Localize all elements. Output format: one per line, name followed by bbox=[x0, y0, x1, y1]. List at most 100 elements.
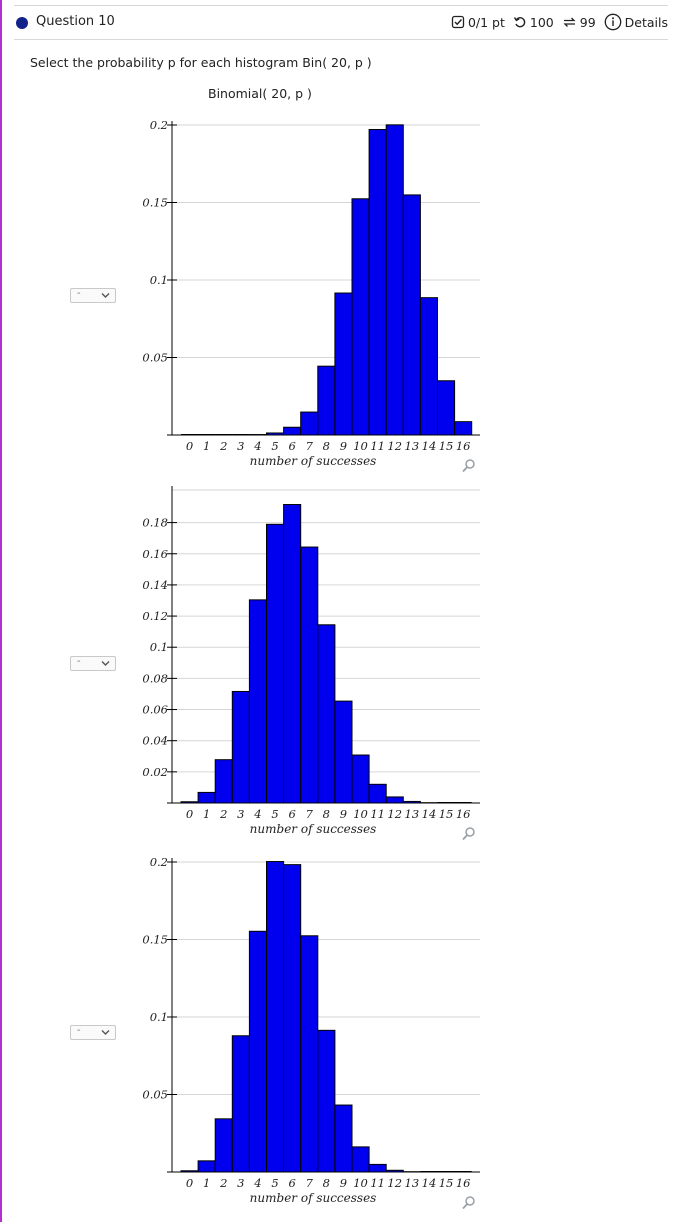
x-tick-label: 16 bbox=[456, 1176, 471, 1190]
x-tick-label: 0 bbox=[186, 807, 193, 821]
x-tick-label: 1 bbox=[203, 807, 210, 821]
x-tick-label: 11 bbox=[370, 807, 385, 821]
histogram-bar bbox=[351, 1146, 370, 1173]
x-tick-label: 7 bbox=[306, 1176, 314, 1190]
histogram-2: 0.020.040.060.080.10.120.140.160.180 1 2 3 4… bbox=[142, 486, 480, 841]
histogram-bar bbox=[283, 864, 302, 1173]
x-tick-label: 1 bbox=[203, 439, 210, 453]
probability-select-2[interactable]: - bbox=[70, 656, 116, 671]
x-tick-label: 3 bbox=[237, 1176, 244, 1190]
y-tick-label: 0.2 bbox=[150, 855, 168, 869]
x-tick-label: 14 bbox=[422, 807, 437, 821]
details-label: Details bbox=[624, 14, 668, 30]
attempts-group: 99 bbox=[562, 15, 596, 30]
retry-icon bbox=[513, 17, 526, 28]
y-tick-label: 0.2 bbox=[150, 118, 168, 132]
x-tick-label: 5 bbox=[271, 807, 278, 821]
histogram-1: 0.050.10.150.20 1 2 3 4 5 6 7 8 9 10 11 12 13 14 15 16nu… bbox=[142, 118, 480, 473]
x-tick-label: 0 bbox=[186, 1176, 193, 1190]
x-tick-label: 6 bbox=[288, 1176, 295, 1190]
y-tick-label: 0.06 bbox=[142, 703, 168, 717]
x-tick-label: 16 bbox=[456, 439, 471, 453]
x-tick-label: 12 bbox=[387, 439, 402, 453]
retry-count: 100 bbox=[529, 14, 554, 30]
histogram-bar bbox=[300, 546, 319, 804]
x-tick-label: 4 bbox=[253, 439, 261, 453]
histogram-bar bbox=[214, 759, 233, 804]
y-tick-label: 0.12 bbox=[142, 609, 168, 623]
x-tick-label: 10 bbox=[353, 807, 368, 821]
histogram-bar bbox=[334, 292, 353, 436]
x-tick-label: 7 bbox=[306, 807, 314, 821]
histogram-bar bbox=[334, 700, 353, 804]
x-tick-label: 7 bbox=[306, 439, 314, 453]
histogram-bar bbox=[454, 421, 473, 436]
chevron-down-icon bbox=[101, 661, 110, 666]
histogram-bar bbox=[300, 411, 319, 436]
histogram-bar bbox=[266, 523, 285, 804]
x-tick-label: 13 bbox=[405, 1176, 420, 1190]
select-value: - bbox=[77, 656, 81, 667]
histogram-bar bbox=[402, 194, 421, 436]
x-tick-label: 6 bbox=[288, 807, 295, 821]
y-tick-label: 0.08 bbox=[142, 671, 168, 685]
x-tick-label: 14 bbox=[422, 1176, 437, 1190]
y-tick-label: 0.15 bbox=[142, 196, 168, 210]
question-prompt: Select the probability p for each histog… bbox=[30, 55, 372, 70]
histogram-bar bbox=[437, 380, 456, 436]
histogram-bar bbox=[214, 1118, 233, 1173]
question-status-dot bbox=[16, 17, 28, 29]
x-tick-label: 9 bbox=[340, 439, 347, 453]
y-tick-label: 0.02 bbox=[142, 765, 168, 779]
x-tick-label: 10 bbox=[353, 439, 368, 453]
histogram-bar bbox=[385, 124, 404, 436]
histogram-bar bbox=[385, 796, 404, 804]
checkbox-icon bbox=[451, 15, 465, 29]
magnifier-icon[interactable] bbox=[462, 827, 475, 841]
question-header: Question 10 0/1 pt 100 99 bbox=[14, 6, 668, 40]
y-tick-label: 0.05 bbox=[142, 1088, 168, 1102]
magnifier-icon[interactable] bbox=[462, 459, 475, 473]
histogram-bar bbox=[368, 1163, 387, 1173]
histogram-bar bbox=[283, 426, 302, 436]
y-tick-label: 0.1 bbox=[150, 273, 168, 287]
probability-select-1[interactable]: - bbox=[70, 288, 116, 303]
magnifier-icon[interactable] bbox=[462, 1196, 475, 1210]
x-tick-label: 0 bbox=[186, 439, 193, 453]
x-tick-label: 5 bbox=[271, 1176, 278, 1190]
sync-icon bbox=[563, 17, 576, 27]
histogram-bar bbox=[283, 504, 302, 804]
histogram-3: 0.050.10.150.20 1 2 3 4 5 6 7 8 9 10 11 12 13 14 15 16nu… bbox=[142, 855, 480, 1210]
x-tick-label: 8 bbox=[323, 1176, 330, 1190]
histogram-bar bbox=[419, 297, 438, 436]
x-tick-label: 16 bbox=[456, 807, 471, 821]
x-tick-label: 12 bbox=[387, 1176, 402, 1190]
x-axis-label: number of successes bbox=[250, 1191, 377, 1205]
y-tick-label: 0.1 bbox=[150, 640, 168, 654]
x-tick-label: 15 bbox=[439, 807, 454, 821]
x-tick-label: 3 bbox=[237, 807, 244, 821]
select-value: - bbox=[77, 288, 81, 299]
probability-select-3[interactable]: - bbox=[70, 1025, 116, 1040]
x-tick-label: 9 bbox=[340, 1176, 347, 1190]
histogram-bar bbox=[368, 783, 387, 804]
left-accent-bar bbox=[0, 0, 2, 1222]
details-button[interactable]: Details bbox=[604, 13, 668, 31]
x-tick-label: 13 bbox=[405, 807, 420, 821]
y-tick-label: 0.1 bbox=[150, 1010, 168, 1024]
y-tick-label: 0.16 bbox=[142, 547, 168, 561]
histogram-bar bbox=[197, 1160, 216, 1173]
x-tick-label: 9 bbox=[340, 807, 347, 821]
x-tick-label: 11 bbox=[370, 439, 385, 453]
x-tick-label: 4 bbox=[253, 1176, 261, 1190]
histogram-bar bbox=[317, 365, 336, 436]
y-tick-label: 0.04 bbox=[142, 734, 168, 748]
x-tick-label: 4 bbox=[253, 807, 261, 821]
x-tick-label: 5 bbox=[271, 439, 278, 453]
x-tick-label: 3 bbox=[237, 439, 244, 453]
histogram-bar bbox=[334, 1104, 353, 1173]
histogram-bar bbox=[248, 930, 267, 1173]
x-tick-label: 2 bbox=[219, 439, 227, 453]
histogram-bar bbox=[317, 1029, 336, 1173]
x-tick-label: 15 bbox=[439, 439, 454, 453]
